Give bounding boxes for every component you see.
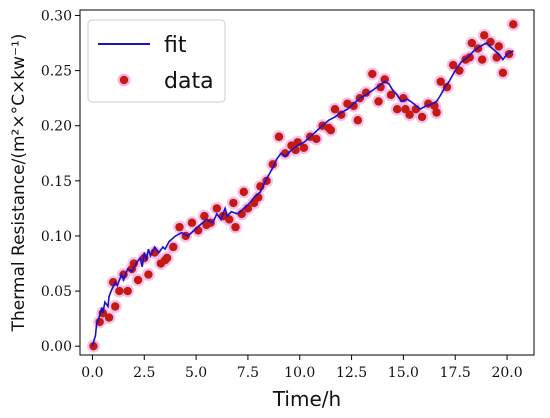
data-point bbox=[432, 108, 441, 117]
data-point bbox=[129, 259, 139, 268]
data-point bbox=[108, 278, 118, 287]
data-point bbox=[312, 134, 321, 144]
data-point bbox=[231, 222, 240, 232]
data-point bbox=[494, 42, 503, 51]
y-axis-label: Thermal Resistance/(m²×°C×kw⁻¹) bbox=[9, 34, 29, 333]
y-tick-label: 0.00 bbox=[41, 339, 72, 355]
data-point bbox=[326, 125, 336, 135]
data-point bbox=[187, 218, 197, 227]
x-tick-label: 7.5 bbox=[237, 365, 259, 381]
y-tick-label: 0.25 bbox=[41, 64, 72, 80]
data-point bbox=[175, 222, 184, 232]
data-point bbox=[200, 211, 209, 221]
plot-area bbox=[86, 17, 520, 353]
data-point bbox=[374, 97, 383, 106]
legend: fit data bbox=[87, 19, 226, 103]
data-point bbox=[299, 143, 309, 152]
data-point bbox=[330, 105, 340, 114]
data-point bbox=[133, 275, 143, 285]
data-point bbox=[509, 20, 518, 29]
data-point bbox=[104, 313, 114, 322]
data-point bbox=[111, 302, 120, 311]
fit-line bbox=[91, 42, 514, 347]
y-tick-label: 0.05 bbox=[41, 284, 72, 300]
data-point bbox=[442, 82, 452, 92]
data-point bbox=[89, 341, 98, 351]
legend-fit-label: fit bbox=[164, 33, 187, 58]
data-point bbox=[202, 220, 211, 230]
axes: 0.0 2.5 5.0 7.5 10.0 12.5 15.0 17.5 20.0 0.00 0.05… bbox=[9, 9, 535, 411]
data-point bbox=[123, 286, 132, 296]
data-point bbox=[465, 53, 474, 62]
data-point bbox=[467, 38, 477, 48]
data-point bbox=[498, 68, 508, 78]
data-point bbox=[386, 90, 396, 100]
data-point bbox=[480, 31, 489, 40]
data-point bbox=[225, 215, 234, 224]
data-point bbox=[353, 116, 362, 125]
data-point bbox=[401, 105, 410, 114]
data-point bbox=[337, 110, 346, 119]
x-tick-label: 15.0 bbox=[388, 365, 419, 381]
plot-frame bbox=[79, 9, 535, 356]
data-point bbox=[274, 132, 284, 141]
data-point bbox=[239, 187, 248, 197]
y-tick-label: 0.20 bbox=[41, 119, 72, 135]
x-tick-label: 12.5 bbox=[336, 365, 367, 381]
data-point bbox=[436, 77, 445, 86]
y-tick-label: 0.15 bbox=[41, 174, 72, 190]
data-point bbox=[229, 198, 238, 208]
data-point bbox=[361, 88, 371, 97]
data-point bbox=[376, 82, 385, 92]
x-tick-label: 0.0 bbox=[81, 365, 103, 381]
data-point bbox=[212, 204, 222, 213]
data-point bbox=[115, 286, 124, 296]
data-point bbox=[144, 270, 153, 279]
data-point bbox=[477, 55, 487, 64]
legend-data-label: data bbox=[164, 69, 214, 94]
x-tick-label: 20.0 bbox=[491, 365, 522, 381]
y-tick-label: 0.30 bbox=[41, 9, 72, 25]
data-point bbox=[417, 112, 427, 122]
x-axis-label: Time/h bbox=[272, 387, 341, 411]
legend-data-swatch bbox=[119, 75, 129, 85]
data-point bbox=[392, 105, 402, 114]
x-tick-label: 17.5 bbox=[440, 365, 471, 381]
x-tick-label: 2.5 bbox=[133, 365, 155, 381]
x-tick-label: 10.0 bbox=[284, 365, 315, 381]
data-point bbox=[160, 256, 170, 265]
data-point bbox=[349, 101, 358, 111]
data-point bbox=[448, 60, 458, 70]
data-point bbox=[368, 69, 377, 79]
y-tick-label: 0.10 bbox=[41, 229, 72, 245]
data-point bbox=[380, 75, 389, 84]
data-point bbox=[169, 242, 178, 252]
x-tick-label: 5.0 bbox=[185, 365, 207, 381]
